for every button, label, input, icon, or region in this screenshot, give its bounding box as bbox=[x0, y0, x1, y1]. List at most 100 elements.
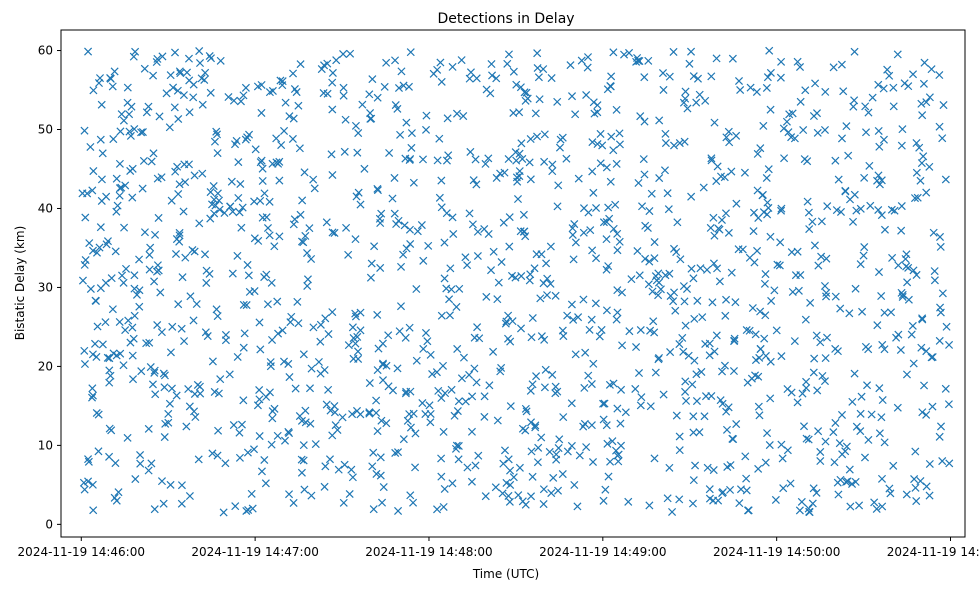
data-point bbox=[437, 472, 446, 481]
data-point bbox=[663, 189, 672, 198]
data-point bbox=[452, 302, 461, 311]
data-point bbox=[251, 145, 260, 154]
data-point bbox=[86, 142, 95, 151]
data-point bbox=[746, 83, 755, 92]
data-point bbox=[375, 214, 384, 223]
data-point bbox=[432, 368, 441, 377]
data-point bbox=[125, 127, 134, 136]
data-point bbox=[636, 325, 645, 335]
data-point bbox=[857, 392, 866, 401]
data-point bbox=[157, 328, 166, 337]
data-point bbox=[290, 215, 299, 224]
data-point bbox=[473, 251, 482, 261]
data-point bbox=[142, 339, 151, 348]
data-point bbox=[935, 232, 945, 241]
data-point bbox=[316, 337, 325, 346]
data-point bbox=[175, 231, 184, 240]
data-point bbox=[665, 72, 674, 81]
data-point bbox=[599, 218, 608, 227]
data-point bbox=[511, 273, 520, 282]
data-point bbox=[448, 62, 457, 71]
data-point bbox=[687, 264, 696, 273]
data-point bbox=[263, 300, 272, 309]
data-point bbox=[468, 220, 477, 229]
data-point bbox=[485, 381, 494, 390]
data-point bbox=[353, 148, 362, 157]
data-point bbox=[546, 242, 555, 251]
data-point bbox=[267, 278, 276, 287]
data-point bbox=[713, 162, 722, 171]
data-point bbox=[97, 100, 106, 109]
data-point bbox=[661, 271, 670, 280]
data-point bbox=[845, 195, 855, 204]
data-point bbox=[504, 311, 513, 320]
data-point bbox=[712, 54, 721, 63]
data-point bbox=[777, 57, 786, 66]
data-point bbox=[603, 439, 612, 448]
data-point bbox=[910, 475, 919, 484]
data-point bbox=[214, 389, 223, 398]
data-point bbox=[615, 129, 624, 138]
data-point bbox=[549, 473, 558, 482]
data-point bbox=[107, 426, 116, 435]
data-point bbox=[421, 410, 430, 419]
data-point bbox=[713, 264, 722, 273]
data-point bbox=[86, 284, 95, 293]
data-point bbox=[780, 154, 789, 163]
data-point bbox=[328, 228, 337, 237]
data-point bbox=[725, 138, 734, 147]
data-point bbox=[128, 351, 137, 360]
data-point bbox=[428, 370, 437, 379]
data-point bbox=[515, 463, 524, 472]
data-point bbox=[285, 490, 294, 499]
data-point bbox=[563, 311, 572, 320]
data-point bbox=[505, 242, 514, 251]
data-point bbox=[821, 437, 830, 446]
data-point bbox=[358, 100, 367, 109]
data-point bbox=[645, 501, 654, 510]
data-point bbox=[930, 267, 939, 276]
data-point bbox=[273, 431, 282, 440]
data-point bbox=[691, 461, 700, 470]
data-point bbox=[760, 334, 769, 343]
data-point bbox=[201, 68, 210, 77]
data-point bbox=[346, 49, 355, 58]
data-point bbox=[328, 308, 337, 317]
data-point bbox=[504, 455, 513, 464]
data-point bbox=[411, 463, 420, 472]
data-point bbox=[654, 291, 663, 300]
data-point bbox=[944, 400, 953, 409]
data-point bbox=[935, 336, 944, 345]
data-point bbox=[874, 126, 883, 136]
data-point bbox=[279, 357, 289, 366]
data-point bbox=[116, 127, 125, 136]
data-point bbox=[472, 180, 481, 189]
data-point bbox=[692, 370, 701, 379]
data-point bbox=[761, 270, 770, 279]
data-point bbox=[419, 344, 428, 353]
data-point bbox=[339, 498, 348, 507]
x-tick-label: 2024-11-19 14:50:00 bbox=[713, 545, 840, 559]
data-point bbox=[526, 386, 535, 395]
data-point bbox=[247, 489, 256, 498]
data-point bbox=[864, 108, 873, 117]
data-point bbox=[348, 473, 357, 482]
data-point bbox=[360, 164, 369, 173]
data-point bbox=[147, 459, 156, 468]
data-point bbox=[119, 361, 128, 370]
data-point bbox=[117, 183, 126, 192]
data-point bbox=[272, 134, 281, 143]
data-point bbox=[802, 377, 811, 386]
data-point bbox=[852, 206, 861, 215]
data-point bbox=[293, 297, 302, 306]
data-point bbox=[897, 288, 906, 297]
data-point bbox=[606, 457, 615, 466]
data-point bbox=[533, 49, 542, 58]
data-point bbox=[722, 133, 731, 142]
data-point bbox=[573, 502, 582, 511]
data-point bbox=[636, 112, 645, 121]
data-point bbox=[108, 305, 117, 314]
data-point bbox=[754, 372, 763, 381]
data-point bbox=[459, 112, 468, 121]
data-point bbox=[813, 386, 822, 395]
